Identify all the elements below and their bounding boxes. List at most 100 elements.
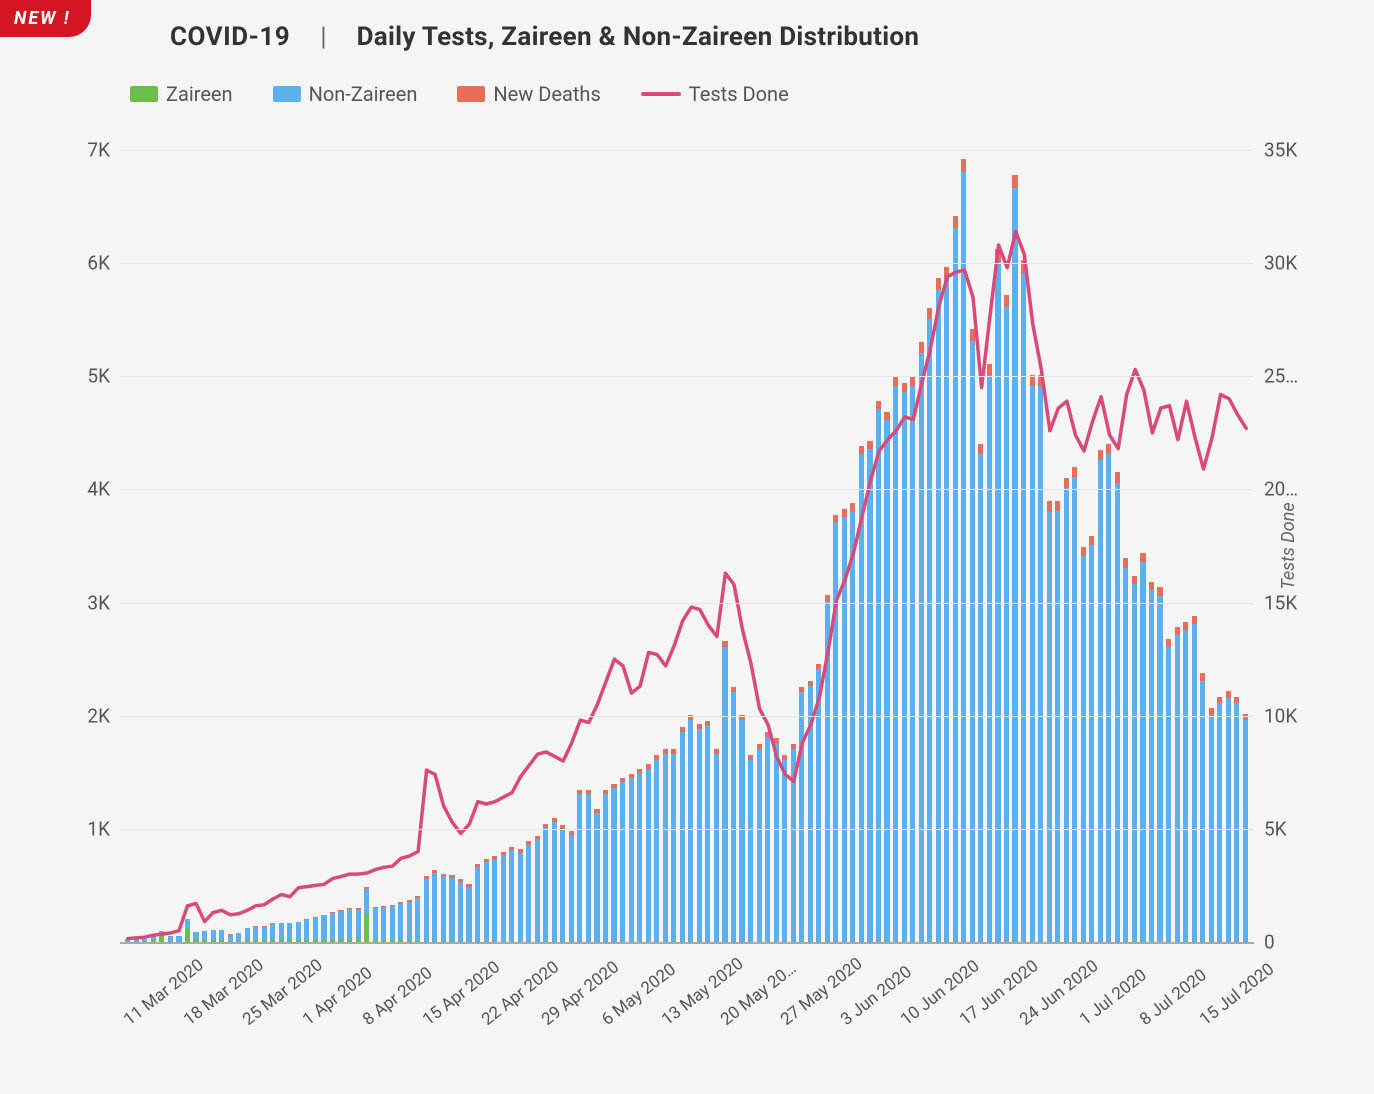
bar-segment-zaireen bbox=[1064, 941, 1069, 942]
bar-segment-non_zaireen bbox=[338, 911, 343, 940]
bar-segment-zaireen bbox=[774, 941, 779, 942]
bar-slot bbox=[738, 150, 746, 942]
bar-segment-zaireen bbox=[1234, 941, 1239, 942]
bar-segment-non_zaireen bbox=[936, 290, 941, 941]
bar-segment-new_deaths bbox=[1055, 501, 1060, 511]
bar-slot bbox=[917, 150, 925, 942]
y-left-tick-label: 3K bbox=[50, 591, 110, 614]
bar-segment-non_zaireen bbox=[953, 228, 958, 941]
bar-slot bbox=[568, 150, 576, 942]
bar-slot bbox=[1114, 150, 1122, 942]
bar-segment-zaireen bbox=[125, 941, 130, 942]
bar-slot bbox=[1156, 150, 1164, 942]
bar-segment-non_zaireen bbox=[825, 601, 830, 940]
bar-segment-non_zaireen bbox=[1132, 584, 1137, 940]
bar-segment-zaireen bbox=[381, 940, 386, 942]
bar-segment-zaireen bbox=[884, 941, 889, 942]
bar-segment-non_zaireen bbox=[688, 720, 693, 941]
bar-segment-zaireen bbox=[1243, 941, 1248, 942]
bar-segment-non_zaireen bbox=[321, 915, 326, 940]
bar-slot bbox=[482, 150, 490, 942]
bar-segment-non_zaireen bbox=[262, 927, 267, 941]
bar-segment-non_zaireen bbox=[1166, 647, 1171, 941]
bar-segment-non_zaireen bbox=[919, 353, 924, 941]
bar-segment-new_deaths bbox=[902, 383, 907, 392]
bar-segment-new_deaths bbox=[1217, 697, 1222, 704]
bar-segment-zaireen bbox=[1157, 941, 1162, 942]
bar-segment-zaireen bbox=[893, 941, 898, 942]
bar-slot bbox=[789, 150, 797, 942]
bar-slot bbox=[363, 150, 371, 942]
bar-slot bbox=[474, 150, 482, 942]
bar-segment-non_zaireen bbox=[1047, 511, 1052, 941]
bar-segment-new_deaths bbox=[833, 515, 838, 522]
bar-slot bbox=[423, 150, 431, 942]
bar-segment-non_zaireen bbox=[219, 930, 224, 940]
x-tick-label: 8 Jul 2020 bbox=[1136, 965, 1211, 1029]
bar-slot bbox=[1182, 150, 1190, 942]
bar-segment-zaireen bbox=[560, 941, 565, 942]
bar-segment-zaireen bbox=[1123, 941, 1128, 942]
bar-segment-new_deaths bbox=[850, 503, 855, 510]
chart-area: Tests Done 1K2K3K4K5K6K7K05K10K15K20…25…… bbox=[30, 130, 1344, 1074]
bar-segment-non_zaireen bbox=[347, 909, 352, 941]
bar-slot bbox=[934, 150, 942, 942]
bar-slot bbox=[286, 150, 294, 942]
bar-slot bbox=[1216, 150, 1224, 942]
bar-slot bbox=[960, 150, 968, 942]
bar-slot bbox=[670, 150, 678, 942]
bar-segment-non_zaireen bbox=[509, 850, 514, 941]
bar-slot bbox=[1062, 150, 1070, 942]
bar-segment-new_deaths bbox=[1175, 627, 1180, 635]
bar-segment-non_zaireen bbox=[236, 933, 241, 941]
bar-slot bbox=[900, 150, 908, 942]
bar-segment-zaireen bbox=[287, 940, 292, 942]
bar-segment-new_deaths bbox=[1089, 536, 1094, 545]
bar-segment-non_zaireen bbox=[646, 769, 651, 941]
y-left-tick-label: 2K bbox=[50, 704, 110, 727]
grid-line bbox=[120, 489, 1254, 490]
bar-segment-non_zaireen bbox=[594, 813, 599, 941]
bar-segment-zaireen bbox=[1192, 941, 1197, 942]
bar-segment-non_zaireen bbox=[654, 760, 659, 941]
bar-segment-non_zaireen bbox=[185, 919, 190, 928]
bar-segment-zaireen bbox=[637, 941, 642, 942]
bar-segment-zaireen bbox=[159, 935, 164, 942]
grid-line bbox=[120, 376, 1254, 377]
bar-segment-non_zaireen bbox=[791, 749, 796, 941]
bar-slot bbox=[1242, 150, 1250, 942]
bar-slot bbox=[926, 150, 934, 942]
bar-segment-zaireen bbox=[279, 940, 284, 942]
bar-segment-zaireen bbox=[1217, 941, 1222, 942]
chart-title: COVID-19 | Daily Tests, Zaireen & Non-Za… bbox=[170, 22, 1334, 52]
grid-line bbox=[120, 263, 1254, 264]
bar-segment-non_zaireen bbox=[671, 754, 676, 941]
bar-segment-non_zaireen bbox=[799, 692, 804, 941]
bar-segment-zaireen bbox=[1106, 941, 1111, 942]
bar-slot bbox=[1207, 150, 1215, 942]
bar-segment-non_zaireen bbox=[1226, 698, 1231, 941]
bar-segment-zaireen bbox=[202, 940, 207, 942]
bar-segment-non_zaireen bbox=[611, 788, 616, 941]
bar-segment-non_zaireen bbox=[884, 420, 889, 940]
bar-segment-non_zaireen bbox=[663, 754, 668, 941]
bar-segment-non_zaireen bbox=[1081, 556, 1086, 941]
bar-slot bbox=[192, 150, 200, 942]
bar-slot bbox=[593, 150, 601, 942]
x-axis-labels: 11 Mar 202018 Mar 202025 Mar 20201 Apr 2… bbox=[120, 946, 1254, 1074]
bar-slot bbox=[909, 150, 917, 942]
bar-segment-zaireen bbox=[424, 941, 429, 942]
bar-slot bbox=[397, 150, 405, 942]
bar-segment-non_zaireen bbox=[1115, 483, 1120, 941]
bar-segment-zaireen bbox=[262, 940, 267, 942]
bar-segment-zaireen bbox=[1209, 941, 1214, 942]
bar-segment-zaireen bbox=[1055, 941, 1060, 942]
bar-segment-non_zaireen bbox=[987, 375, 992, 941]
bar-slot bbox=[1045, 150, 1053, 942]
bar-slot bbox=[858, 150, 866, 942]
bar-segment-zaireen bbox=[1038, 941, 1043, 942]
bar-segment-zaireen bbox=[731, 941, 736, 942]
bar-slot bbox=[431, 150, 439, 942]
bar-segment-non_zaireen bbox=[432, 873, 437, 941]
bar-segment-zaireen bbox=[484, 941, 489, 942]
